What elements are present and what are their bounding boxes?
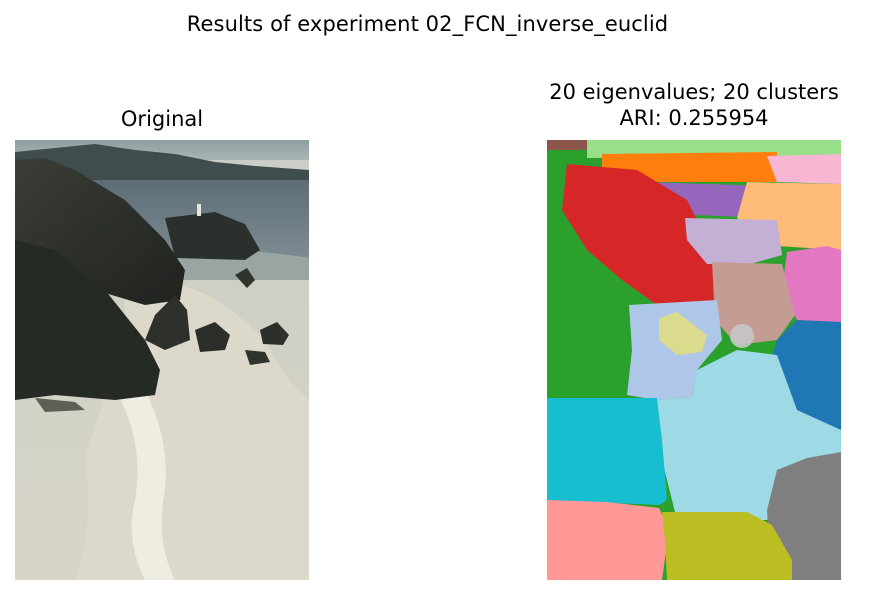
segmentation-panel-title: 20 eigenvalues; 20 clusters ARI: 0.25595… — [517, 79, 871, 131]
segmentation-image — [547, 140, 841, 580]
segmentation-map-icon — [547, 140, 841, 580]
original-panel-title: Original — [120, 107, 204, 131]
figure-suptitle: Results of experiment 02_FCN_inverse_euc… — [186, 12, 669, 36]
original-image — [15, 140, 309, 580]
segmentation-title-line2: ARI: 0.255954 — [619, 106, 769, 130]
segmentation-title-line1: 20 eigenvalues; 20 clusters — [549, 80, 839, 104]
coastal-cliffs-photo-icon — [15, 140, 309, 580]
